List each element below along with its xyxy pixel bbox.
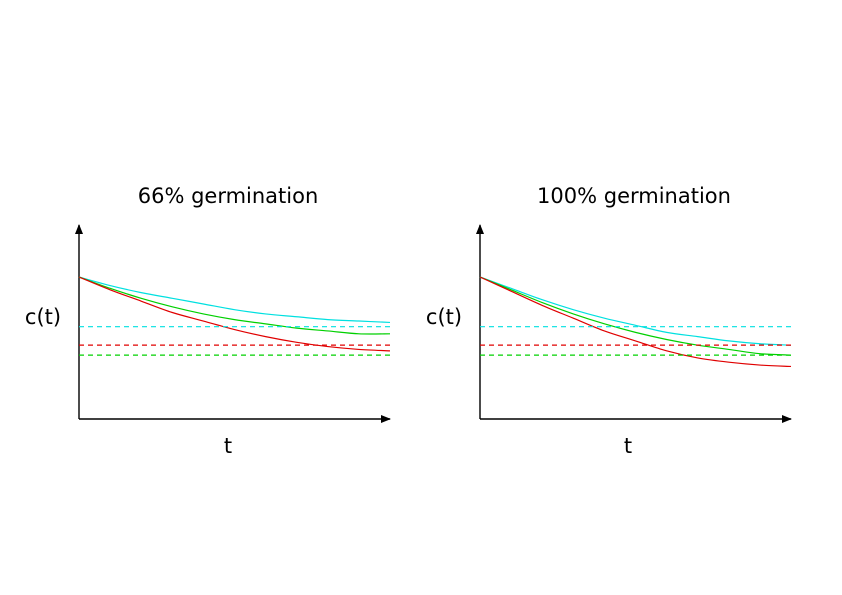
x-axis-label: t — [224, 434, 232, 458]
chart-panel-66: 66% germination c(t) t — [25, 184, 391, 458]
curve-red — [78, 276, 391, 352]
x-axis-label: t — [624, 434, 632, 458]
curve-red — [479, 276, 792, 368]
curve-cyan — [479, 276, 792, 346]
curve-cyan — [78, 276, 391, 324]
curve-green — [78, 276, 391, 335]
chart-panel-100: 100% germination c(t) t — [426, 184, 792, 458]
y-axis-label: c(t) — [25, 305, 61, 329]
chart-title: 66% germination — [138, 184, 319, 208]
chart-title: 100% germination — [537, 184, 731, 208]
curve-green — [479, 276, 792, 356]
y-axis-label: c(t) — [426, 305, 462, 329]
series-layer — [78, 276, 391, 356]
series-layer — [479, 276, 792, 368]
